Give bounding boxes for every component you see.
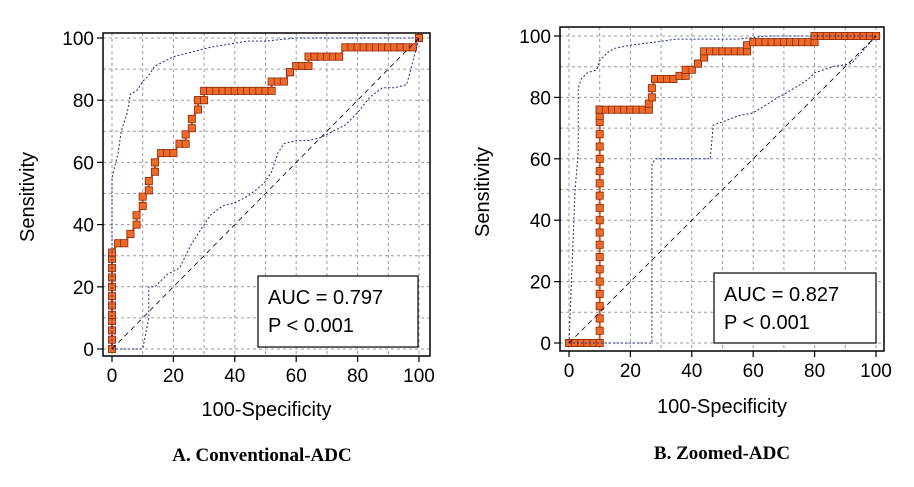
reference-diagonal-line: [111, 37, 420, 350]
chart-panel-a: 0 20 40 60 80 100 0 20 40 60 80 100 AUC = 0.797 P < 0…: [17, 29, 435, 466]
x-axis-label: 100-Specificity: [201, 399, 331, 421]
roc-point: [595, 302, 604, 311]
auc-box: [713, 272, 877, 344]
roc-point: [595, 240, 604, 249]
plot-frame: [559, 26, 885, 352]
roc-point: [144, 186, 153, 195]
auc-value: AUC = 0.827: [724, 284, 839, 306]
y-axis-label: Sensitivity: [17, 152, 39, 242]
x-tick-label: 100: [403, 366, 435, 387]
roc-point: [647, 93, 656, 102]
roc-point: [595, 142, 604, 151]
roc-point: [144, 177, 153, 186]
plot-frame: [102, 32, 431, 357]
y-tick-label: 40: [530, 211, 551, 232]
roc-point: [595, 179, 604, 188]
x-tick-label: 0: [107, 366, 118, 387]
panel-caption: B. Zoomed-ADC: [654, 443, 790, 464]
roc-point: [595, 154, 604, 163]
ci-lower-line: [569, 35, 877, 344]
y-tick-label: 20: [530, 273, 551, 294]
reference-diagonal-line: [568, 35, 877, 344]
roc-point: [187, 114, 196, 123]
y-tick-label: 40: [73, 216, 94, 237]
roc-point: [169, 149, 178, 158]
x-tick-label: 60: [743, 361, 764, 382]
roc-point: [414, 34, 423, 43]
roc-point: [150, 158, 159, 167]
y-tick-label: 60: [530, 150, 551, 171]
roc-point: [595, 130, 604, 139]
roc-point: [693, 59, 702, 68]
x-tick-label: 100: [860, 361, 892, 382]
panel-caption: A. Conventional-ADC: [172, 445, 351, 466]
roc-point: [687, 65, 696, 74]
roc-point: [138, 201, 147, 210]
y-tick-label: 20: [73, 278, 94, 299]
roc-point: [108, 301, 117, 310]
roc-point: [181, 139, 190, 148]
roc-point: [126, 229, 135, 238]
chart-panel-b: 0 20 40 60 80 100 0 20 40 60 80 100 AUC = 0.827 P < 0…: [472, 26, 892, 464]
roc-point: [200, 96, 209, 105]
x-tick-label: 40: [224, 366, 245, 387]
y-tick-label: 0: [540, 334, 551, 355]
ci-upper-line: [111, 37, 419, 349]
roc-point: [138, 192, 147, 201]
roc-point: [132, 211, 141, 220]
roc-point: [193, 105, 202, 114]
roc-point: [647, 84, 656, 93]
p-value: P < 0.001: [268, 315, 354, 337]
x-tick-label: 20: [163, 366, 184, 387]
x-tick-label: 80: [347, 366, 368, 387]
roc-point: [108, 273, 117, 282]
roc-point: [595, 228, 604, 237]
roc-point: [267, 86, 276, 95]
y-tick-label: 80: [530, 88, 551, 109]
roc-point: [108, 326, 117, 335]
y-tick-label: 60: [73, 153, 94, 174]
roc-point: [595, 314, 604, 323]
roc-point: [335, 52, 344, 61]
y-tick-label: 100: [62, 29, 94, 50]
ci-upper-line: [568, 35, 876, 344]
x-axis-label: 100-Specificity: [657, 396, 787, 418]
roc-point: [595, 167, 604, 176]
p-value: P < 0.001: [724, 312, 810, 334]
roc-point: [132, 220, 141, 229]
auc-box: [257, 275, 419, 348]
roc-point: [595, 265, 604, 274]
x-tick-label: 60: [286, 366, 307, 387]
roc-point: [304, 61, 313, 70]
y-tick-label: 100: [519, 27, 551, 48]
roc-point: [120, 239, 129, 248]
roc-point: [595, 203, 604, 212]
x-tick-label: 0: [564, 361, 575, 382]
x-tick-label: 80: [804, 361, 825, 382]
roc-point: [181, 130, 190, 139]
roc-point: [279, 77, 288, 86]
y-axis-label: Sensitivity: [472, 147, 494, 237]
roc-point: [595, 277, 604, 286]
roc-point: [595, 191, 604, 200]
roc-point: [595, 289, 604, 298]
y-tick-label: 80: [73, 91, 94, 112]
roc-point: [595, 253, 604, 262]
roc-point: [187, 124, 196, 133]
x-tick-label: 20: [620, 361, 641, 382]
roc-point: [286, 68, 295, 77]
roc-point: [595, 326, 604, 335]
x-tick-label: 40: [681, 361, 702, 382]
roc-point: [595, 216, 604, 225]
y-tick-label: 0: [83, 340, 94, 361]
roc-point: [595, 338, 604, 347]
auc-value: AUC = 0.797: [268, 287, 383, 309]
roc-point: [150, 167, 159, 176]
ci-lower-line: [112, 37, 420, 350]
